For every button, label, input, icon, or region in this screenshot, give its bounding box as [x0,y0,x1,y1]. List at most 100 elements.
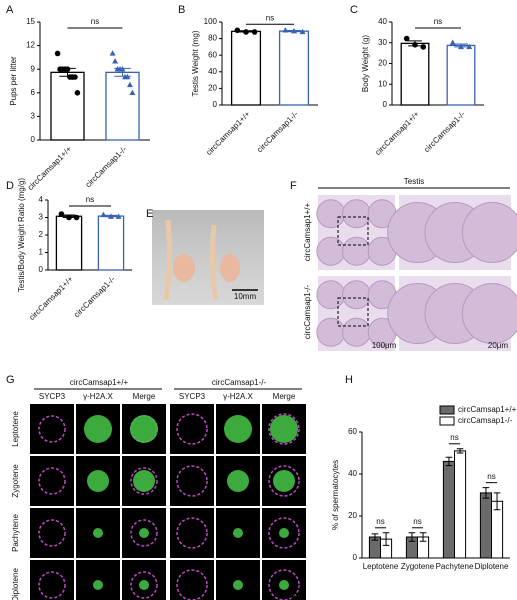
y-tick-label: 6 [31,88,36,97]
row-label: Zygotene [11,464,20,498]
y-tick-label: 3 [31,112,36,121]
zoom-box [337,297,369,327]
data-point [299,28,306,35]
row-label: Diplotene [11,568,20,600]
data-point [58,211,65,217]
x-tick-label: circCamsap1-/- [72,274,117,319]
sycp3-signal [38,467,66,495]
h2ax-signal [273,470,295,492]
h2ax-signal [87,470,109,492]
sycp3-signal [38,415,66,443]
scale-bar-label: 100μm [372,341,397,350]
bar [446,44,476,106]
sycp3-signal [130,467,158,495]
sycp3-signal [268,413,300,445]
error-bar [408,532,416,542]
error-bar [445,456,453,467]
tubule [316,199,346,229]
data-point [72,74,78,80]
error-bar [456,448,464,454]
bar [97,215,125,271]
y-axis-label: Body Weight (g) [361,35,370,93]
legend-label: circCamsap1-/- [458,416,513,425]
y-tick-label: 20 [208,84,217,93]
sycp3-signal [268,517,300,549]
sycp3-signal [38,571,66,599]
data-point [234,27,241,34]
row-label: circCamsap1-/- [303,285,312,340]
data-point [282,27,289,33]
y-tick-label: 80 [208,34,217,43]
zoom-box [337,216,369,246]
x-tick-label: circCamsap1+/+ [26,144,74,192]
x-tick-label: Pachytene [436,562,474,571]
h2ax-signal [224,415,252,443]
bar [479,492,492,559]
tubule [316,236,346,266]
sycp3-signal [176,413,208,445]
data-point [412,42,418,48]
y-tick-label: 100 [204,17,218,26]
legend-label: circCamsap1+/+ [458,405,517,414]
panel-label: F [290,180,297,192]
bar [442,460,455,559]
tubule [316,280,346,310]
group-label: circCamsap1-/- [212,378,267,387]
sycp3-signal [268,465,300,497]
significance-label: ns [376,517,384,526]
significance-label: ns [413,517,421,526]
y-tick-label: 20 [378,59,387,68]
significance-label: ns [91,17,99,26]
data-point [108,213,114,219]
h2ax-signal [93,580,103,590]
error-bar [419,532,427,542]
h2ax-signal [139,528,149,538]
bar [400,42,430,106]
data-point [54,50,61,57]
data-point [109,50,116,56]
data-point [466,43,473,50]
y-tick-label: 0 [213,100,218,109]
column-label: SYCP3 [39,392,66,401]
sycp3-signal [130,519,158,547]
data-point [403,35,410,42]
micrograph [170,560,214,600]
x-tick-label: circCamsap1+/+ [373,109,421,157]
sycp3-signal [130,571,158,599]
x-tick-label: Zygotene [401,562,435,571]
h2ax-signal [227,470,249,492]
microscopy-grid: circCamsap1+/+ SYCP3 γ-H2A.X Merge circCamsa… [11,378,306,600]
h2ax-signal [130,415,158,443]
micrograph [30,560,74,600]
x-tick-label: circCamsap1-/- [255,109,300,154]
y-tick-label: 9 [31,64,36,73]
x-tick-label: circCamsap1-/- [422,109,467,154]
row-label: Pachytene [11,514,20,552]
y-tick-label: 40 [208,67,217,76]
micrograph [30,508,74,558]
histology-images [316,195,517,351]
tubule [316,317,346,347]
y-axis-label: Testis Weight (mg) [191,30,200,96]
significance-label: ns [434,17,442,26]
panel-label: C [350,4,358,16]
data-point [291,27,297,34]
tubule [461,202,517,263]
column-label: γ-H2A.X [83,392,113,401]
y-axis-label: Pups per litter [9,56,18,106]
h2ax-signal [279,528,289,538]
micrograph [30,456,74,506]
column-label: Merge [273,392,296,401]
y-tick-label: 1 [39,248,44,257]
column-label: Merge [133,392,156,401]
y-tick-label: 40 [378,17,387,26]
testis-photo [152,210,264,305]
tubule [342,280,371,310]
h2ax-signal [270,415,298,443]
significance-label: ns [86,195,94,204]
bar [278,30,310,106]
data-point [112,58,119,64]
data-point [64,66,71,72]
y-tick-label: 15 [26,17,35,26]
